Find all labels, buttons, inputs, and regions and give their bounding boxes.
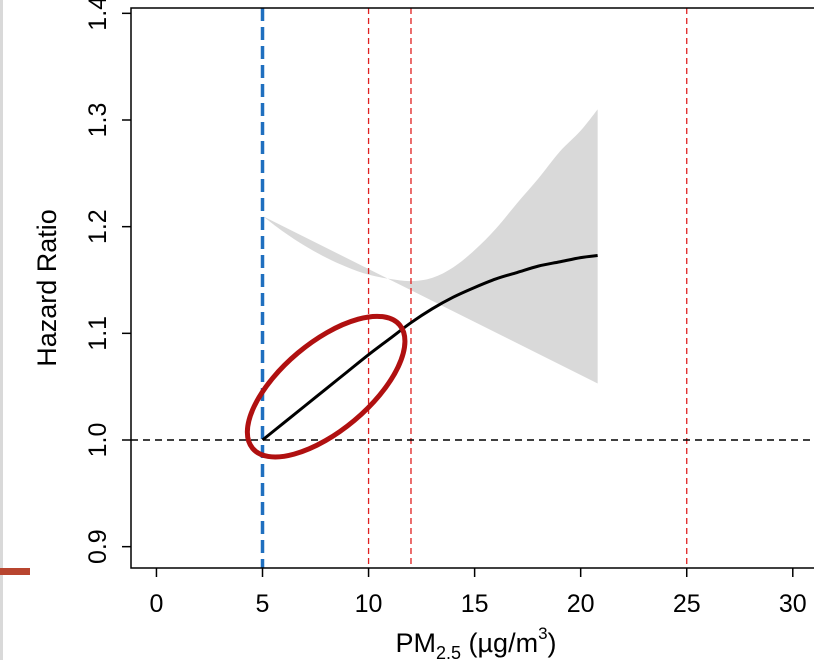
left-edge-strip xyxy=(0,0,3,660)
x-axis-label-sup: 3 xyxy=(538,624,547,643)
x-tick-label: 25 xyxy=(673,590,701,618)
x-tick-label: 10 xyxy=(355,590,383,618)
x-tick-label: 5 xyxy=(256,590,270,618)
x-axis-label-unit: (µg/m xyxy=(461,628,538,658)
x-axis-label-close: ) xyxy=(548,628,557,658)
y-tick-label: 1.1 xyxy=(84,316,112,351)
left-edge-mark xyxy=(0,568,30,575)
x-tick-label: 15 xyxy=(461,590,489,618)
y-tick-label: 1.2 xyxy=(84,209,112,244)
x-axis-label-sub: 2.5 xyxy=(436,643,461,660)
x-axis-label: PM2.5 (µg/m3) xyxy=(395,624,556,660)
y-axis-label: Hazard Ratio xyxy=(32,209,62,367)
x-axis-label-main: PM xyxy=(395,628,436,658)
y-tick-label: 1.3 xyxy=(84,103,112,138)
y-axis: 0.9 1.0 1.1 1.2 1.3 1.4 xyxy=(84,0,131,564)
hazard-ratio-curve xyxy=(261,253,598,442)
x-tick-label: 20 xyxy=(567,590,595,618)
plot-frame xyxy=(130,7,814,569)
x-tick-label: 30 xyxy=(779,590,807,618)
y-tick-label: 1.4 xyxy=(84,0,112,31)
y-tick-label: 1.0 xyxy=(84,423,112,458)
y-tick-label: 0.9 xyxy=(84,529,112,564)
confidence-band xyxy=(262,109,598,384)
x-tick-label: 0 xyxy=(150,590,164,618)
highlight-ellipse xyxy=(244,313,408,460)
x-axis: 0 5 10 15 20 25 30 xyxy=(150,568,807,618)
